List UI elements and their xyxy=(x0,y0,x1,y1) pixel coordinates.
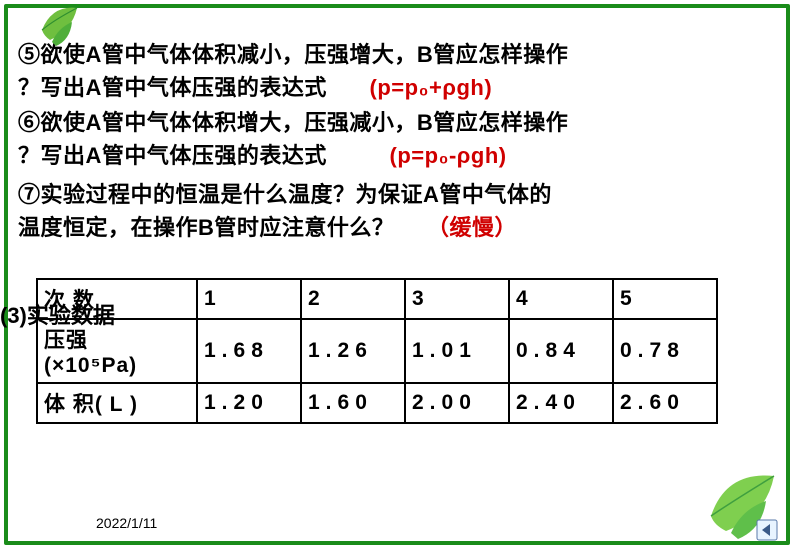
volume-cell-2: 1.60 xyxy=(301,383,405,423)
volume-cell-5: 2.60 xyxy=(613,383,717,423)
col-header-1: 1 xyxy=(197,279,301,319)
section-3-label: (3)实验数据 xyxy=(0,298,115,330)
pressure-label-2: (×10⁵Pa) xyxy=(44,354,137,377)
slide-date: 2022/1/11 xyxy=(96,515,157,531)
table-row-pressure: 压强 (×10⁵Pa) 1.68 1.26 1.01 0.84 0.78 xyxy=(37,319,717,383)
q5-text-line1: ⑤欲使A管中气体体积减小，压强增大，B管应怎样操作 xyxy=(18,42,568,67)
volume-cell-4: 2.40 xyxy=(509,383,613,423)
q7-text-line2: 温度恒定，在操作B管时应注意什么？ xyxy=(18,215,394,240)
pressure-cell-2: 1.26 xyxy=(301,319,405,383)
data-table: 次 数 1 2 3 4 5 压强 (×10⁵Pa) 1.68 1.26 1.01… xyxy=(36,278,718,424)
question-5: ⑤欲使A管中气体体积减小，压强增大，B管应怎样操作 ？写出A管中气体压强的表达式… xyxy=(18,38,776,104)
q7-text-line1: ⑦实验过程中的恒温是什么温度？为保证A管中气体的 xyxy=(18,182,552,207)
slide-content: ⑤欲使A管中气体体积减小，压强增大，B管应怎样操作 ？写出A管中气体压强的表达式… xyxy=(18,38,776,537)
answer-5: (p=p₀+ρgh) xyxy=(370,75,493,100)
q6-text-line2: ？写出A管中气体压强的表达式 xyxy=(18,143,327,168)
table-row-volume: 体 积( L ) 1.20 1.60 2.00 2.40 2.60 xyxy=(37,383,717,423)
leaf-decoration-top xyxy=(32,0,88,48)
col-header-3: 3 xyxy=(405,279,509,319)
volume-cell-1: 1.20 xyxy=(197,383,301,423)
question-7: ⑦实验过程中的恒温是什么温度？为保证A管中气体的 温度恒定，在操作B管时应注意什… xyxy=(18,178,776,244)
pressure-cell-4: 0.84 xyxy=(509,319,613,383)
col-header-2: 2 xyxy=(301,279,405,319)
q6-text-line1: ⑥欲使A管中气体体积增大，压强减小，B管应怎样操作 xyxy=(18,110,568,135)
question-6: ⑥欲使A管中气体体积增大，压强减小，B管应怎样操作 ？写出A管中气体压强的表达式… xyxy=(18,106,776,172)
table-header-row: 次 数 1 2 3 4 5 xyxy=(37,279,717,319)
volume-cell-3: 2.00 xyxy=(405,383,509,423)
pressure-label-1: 压强 xyxy=(44,329,88,352)
row-label-volume: 体 积( L ) xyxy=(37,383,197,423)
col-header-4: 4 xyxy=(509,279,613,319)
pressure-cell-1: 1.68 xyxy=(197,319,301,383)
data-table-wrap: 次 数 1 2 3 4 5 压强 (×10⁵Pa) 1.68 1.26 1.01… xyxy=(18,278,776,424)
answer-7: （缓慢） xyxy=(427,215,517,240)
col-header-5: 5 xyxy=(613,279,717,319)
answer-6: (p=p₀-ρgh) xyxy=(390,143,507,168)
pressure-cell-5: 0.78 xyxy=(613,319,717,383)
q5-text-line2: ？写出A管中气体压强的表达式 xyxy=(18,75,327,100)
back-nav-icon[interactable] xyxy=(756,519,778,541)
pressure-cell-3: 1.01 xyxy=(405,319,509,383)
